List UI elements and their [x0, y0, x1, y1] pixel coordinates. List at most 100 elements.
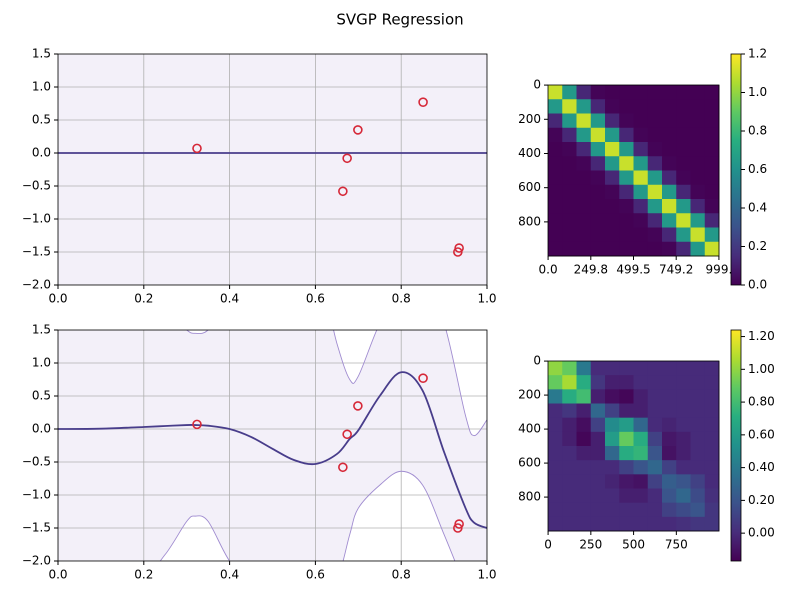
- heatmap-cell: [662, 199, 677, 214]
- colorbar-tick-label: 0.00: [748, 526, 775, 540]
- heatmap-cell: [662, 213, 677, 228]
- heatmap-cell: [548, 199, 563, 214]
- heatmap-cell: [676, 417, 691, 433]
- x-tick-label: 500: [622, 538, 645, 552]
- x-tick-label: 0.8: [392, 568, 411, 582]
- heatmap-cell: [576, 227, 592, 243]
- heatmap-cell: [704, 85, 720, 100]
- heatmap-cell: [605, 241, 620, 257]
- y-tick-label: −1.0: [22, 212, 51, 226]
- heatmap-cell: [619, 85, 634, 100]
- heatmap-cell: [590, 142, 606, 157]
- heatmap-cell: [676, 113, 691, 129]
- heatmap-cell: [548, 184, 563, 200]
- heatmap-cell: [676, 488, 691, 504]
- heatmap-cell: [562, 389, 577, 404]
- heatmap-cell: [676, 516, 691, 532]
- heatmap-cell: [704, 516, 720, 532]
- heatmap-cell: [562, 446, 577, 461]
- data-point: [353, 125, 363, 135]
- data-point: [338, 462, 348, 473]
- heatmap-cell: [576, 85, 592, 100]
- heatmap-cell: [590, 170, 606, 186]
- heatmap-cell: [619, 170, 634, 186]
- data-point: [418, 373, 428, 383]
- heatmap-cell: [562, 99, 577, 114]
- heatmap-cell: [647, 241, 663, 257]
- heatmap-cell: [690, 502, 706, 518]
- y-tick-label: 0.0: [32, 146, 51, 160]
- heatmap-cell: [562, 488, 577, 504]
- x-tick-label: 0.0: [48, 568, 67, 582]
- heatmap-cell: [676, 389, 691, 404]
- y-tick-label: 400: [518, 146, 541, 160]
- data-point: [453, 523, 463, 533]
- heatmap-cell: [633, 502, 649, 518]
- data-point: [338, 186, 348, 197]
- x-tick-label: 0.8: [392, 292, 411, 306]
- heatmap-cell: [647, 85, 663, 100]
- heatmap-cell: [676, 474, 691, 489]
- heatmap-cell: [590, 127, 606, 143]
- heatmap-cell: [562, 127, 577, 143]
- y-tick-label: 800: [518, 490, 541, 504]
- x-tick-label: 249.8: [574, 263, 608, 277]
- heatmap-cell: [548, 142, 563, 157]
- y-tick-label: 0.5: [32, 389, 51, 403]
- heatmap-cell: [647, 516, 663, 532]
- y-tick-label: −1.5: [22, 521, 51, 535]
- y-tick-label: 200: [518, 388, 541, 402]
- heatmap-cell: [633, 474, 649, 489]
- heatmap-cell: [662, 446, 677, 461]
- heatmap-cell: [590, 488, 606, 504]
- heatmap-cell: [590, 431, 606, 447]
- heatmap-cell: [704, 417, 720, 433]
- heatmap-cell: [676, 199, 691, 214]
- heatmap-cell: [619, 99, 634, 114]
- x-tick-label: 750: [665, 538, 688, 552]
- x-tick-label: 0.2: [134, 292, 153, 306]
- x-tick-label: 0.4: [220, 568, 239, 582]
- heatmap-cell: [690, 156, 706, 171]
- heatmap-cell: [605, 213, 620, 228]
- heatmap-cell: [647, 431, 663, 447]
- heatmap-cell: [690, 142, 706, 157]
- heatmap-cell: [576, 474, 592, 489]
- heatmap-cell: [676, 127, 691, 143]
- heatmap-cell: [576, 127, 592, 143]
- heatmap-cell: [548, 170, 563, 186]
- heatmap-cell: [662, 99, 677, 114]
- heatmap-cell: [590, 361, 606, 376]
- data-point: [418, 97, 428, 107]
- heatmap-cell: [690, 99, 706, 114]
- plot-area: [58, 54, 487, 285]
- heatmap-cell: [690, 241, 706, 257]
- colorbar-tick-label: 0.20: [748, 493, 775, 507]
- colorbar-tick-label: 0.2: [748, 239, 767, 253]
- heatmap-cell: [548, 403, 563, 419]
- x-tick-label: 749.2: [659, 263, 693, 277]
- heatmap-cell: [633, 99, 649, 114]
- x-tick-label: 0.0: [48, 292, 67, 306]
- heatmap-cell: [605, 361, 620, 376]
- heatmap-cell: [605, 227, 620, 243]
- y-tick-label: −1.5: [22, 245, 51, 259]
- heatmap-cell: [647, 361, 663, 376]
- heatmap-cell: [590, 99, 606, 114]
- heatmap-cell: [662, 474, 677, 489]
- heatmap-cell: [576, 213, 592, 228]
- heatmap-cell: [633, 488, 649, 504]
- heatmap-cell: [605, 389, 620, 404]
- heatmap-cell: [633, 460, 649, 475]
- heatmap-cell: [690, 431, 706, 447]
- heatmap-cell: [690, 403, 706, 419]
- heatmap-cell: [647, 474, 663, 489]
- heatmap-cell: [590, 389, 606, 404]
- heatmap-cell: [676, 99, 691, 114]
- heatmap-cell: [704, 184, 720, 200]
- heatmap-cell: [633, 184, 649, 200]
- data-point: [192, 419, 202, 430]
- heatmap-cell: [704, 460, 720, 475]
- heatmap-cell: [662, 184, 677, 200]
